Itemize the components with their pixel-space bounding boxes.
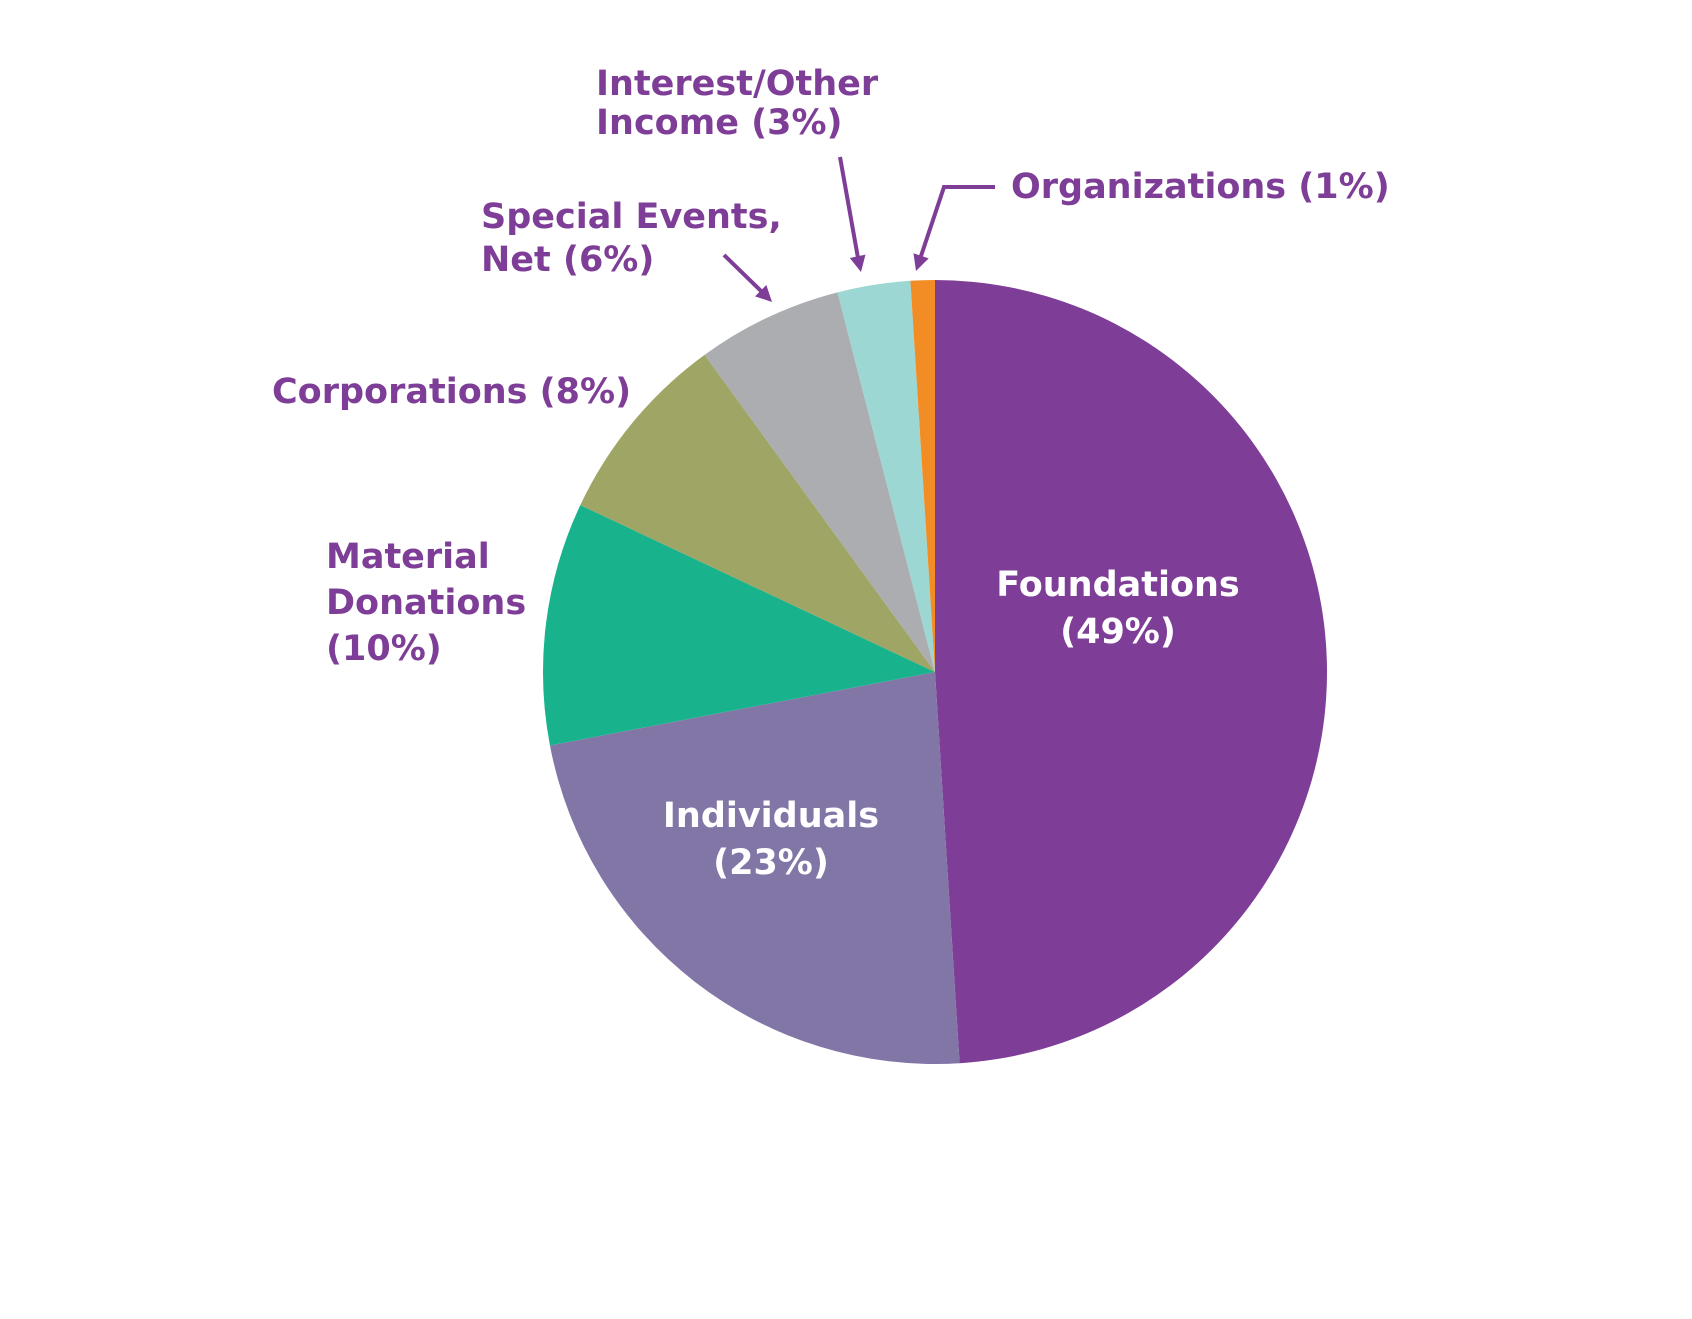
label-individuals: Individuals (23%) xyxy=(663,796,879,883)
pointer-line-special-events-net xyxy=(722,253,764,294)
arrow-head-icon xyxy=(913,253,929,271)
slice-organizations xyxy=(910,280,935,672)
label-line: (49%) xyxy=(1060,612,1176,652)
slice-special-events-net xyxy=(704,292,935,672)
label-line: Net (6%) xyxy=(481,240,654,280)
label-corporations: Corporations (8%) xyxy=(272,372,631,412)
pointer-line-organizations xyxy=(918,185,995,260)
label-line: Organizations (1%) xyxy=(1011,167,1390,207)
label-line: Individuals xyxy=(663,796,879,836)
slice-labels: Foundations (49%) Individuals (23%) Material… xyxy=(272,64,1390,883)
label-line: Material xyxy=(326,537,490,577)
label-material-donations: Material Donations (10%) xyxy=(326,537,526,669)
label-line: Interest/Other xyxy=(596,64,879,104)
slice-foundations xyxy=(935,280,1327,1064)
label-organizations: Organizations (1%) xyxy=(1011,167,1390,207)
label-line: Donations xyxy=(326,583,526,623)
label-interest-other-income: Interest/Other Income (3%) xyxy=(596,64,879,143)
pie-slices xyxy=(543,280,1327,1064)
label-line: (10%) xyxy=(326,629,442,669)
slice-material-donations xyxy=(543,505,935,746)
arrow-head-icon xyxy=(849,254,866,272)
slice-interest-other-income xyxy=(837,280,935,672)
pointer-arrows xyxy=(722,156,995,302)
slice-individuals xyxy=(549,672,960,1064)
label-line: Income (3%) xyxy=(596,103,843,143)
label-line: Corporations (8%) xyxy=(272,372,631,412)
label-line: Special Events, xyxy=(481,197,782,237)
arrow-head-icon xyxy=(755,285,772,302)
label-line: Foundations xyxy=(996,565,1240,605)
pointer-line-interest-other-income xyxy=(838,156,860,259)
label-foundations: Foundations (49%) xyxy=(996,565,1240,652)
slice-corporations xyxy=(580,354,935,672)
label-special-events-net: Special Events, Net (6%) xyxy=(481,197,782,280)
label-line: (23%) xyxy=(713,843,829,883)
